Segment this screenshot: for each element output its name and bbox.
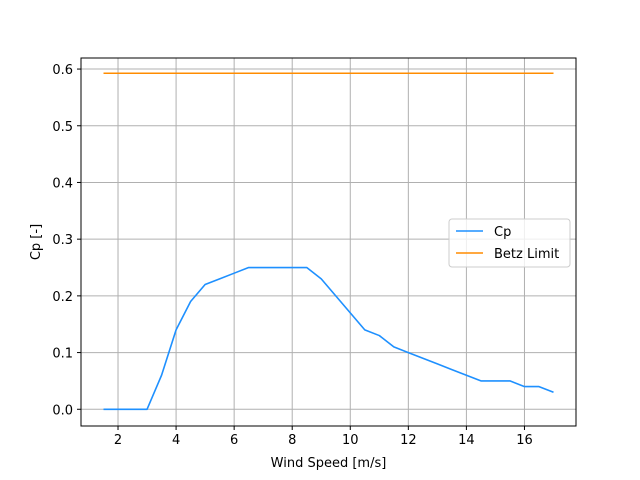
x-tick-label: 16 <box>516 433 533 448</box>
plot-frame <box>80 57 577 427</box>
legend-label: Betz Limit <box>494 247 559 262</box>
series-layer <box>103 72 554 411</box>
y-tick-label: 0.3 <box>52 233 73 248</box>
y-tick-label: 0.4 <box>52 176 73 191</box>
x-tick-label: 14 <box>458 433 475 448</box>
ticks: 2 4 6 8 10 12 14 16 0.0 0.1 0.2 0.3 0.4 0.5 0.6 <box>52 63 532 448</box>
y-tick-label: 0.2 <box>52 290 73 305</box>
y-tick-label: 0.0 <box>52 403 73 418</box>
y-tick-label: 0.5 <box>52 120 73 135</box>
x-tick-label: 12 <box>400 433 417 448</box>
x-axis-label: Wind Speed [m/s] <box>271 456 387 471</box>
legend: Cp Betz Limit <box>448 218 571 268</box>
x-tick-label: 2 <box>114 433 122 448</box>
x-tick-label: 10 <box>342 433 359 448</box>
x-tick-label: 8 <box>288 433 296 448</box>
x-tick-label: 4 <box>172 433 180 448</box>
y-tick-label: 0.1 <box>52 347 73 362</box>
series-line-cp <box>103 266 554 411</box>
x-tick-label: 6 <box>230 433 238 448</box>
y-axis-label: Cp [-] <box>29 224 44 260</box>
grid <box>81 58 576 426</box>
legend-label: Cp <box>494 225 511 240</box>
y-tick-label: 0.6 <box>52 63 73 78</box>
